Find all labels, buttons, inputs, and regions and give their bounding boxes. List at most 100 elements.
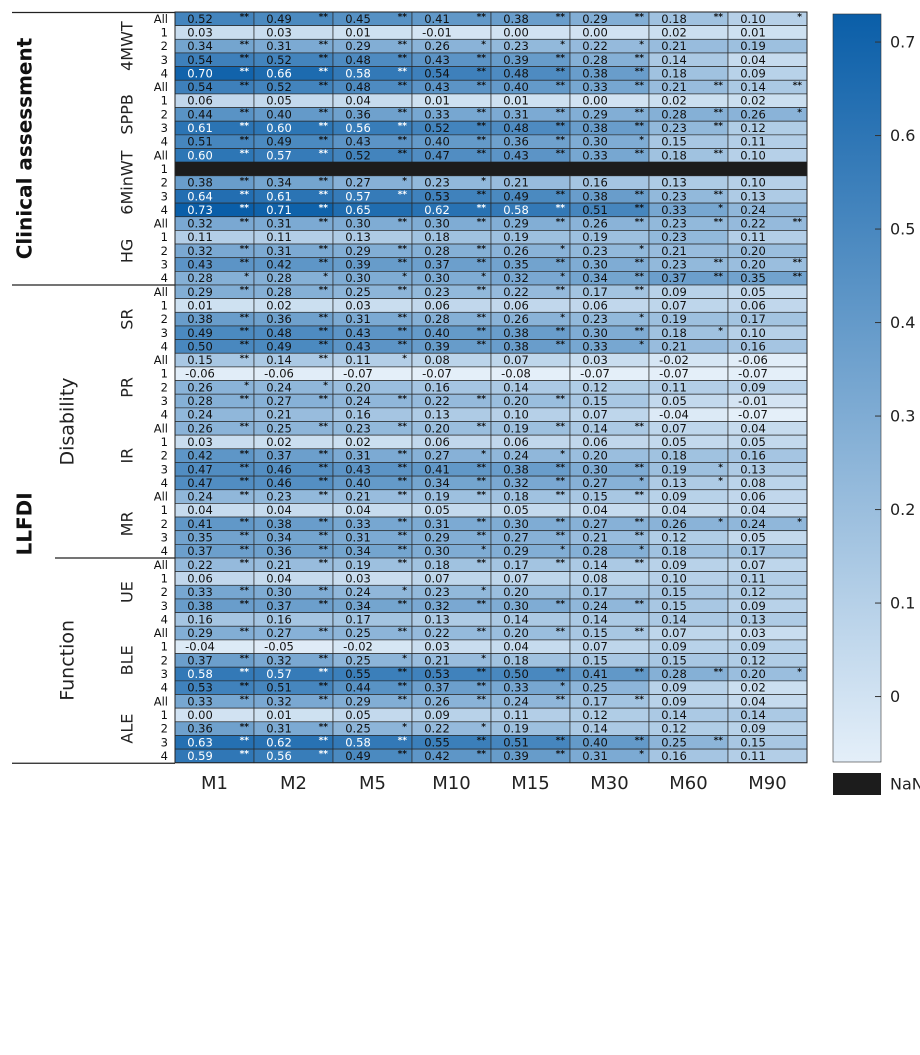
cell-value-label: 0.06 (582, 435, 608, 449)
significance-marker: ** (635, 272, 645, 282)
cell-value-label: 0.55 (424, 735, 450, 749)
cell-value-label: 0.26 (503, 312, 529, 326)
cell-value-label: 0.21 (661, 244, 687, 258)
cell-value-label: 0.39 (424, 339, 450, 353)
cell-value-label: 0.32 (266, 694, 292, 708)
cell-value-label: 0.38 (582, 66, 608, 80)
cell-value-label: 0.14 (740, 80, 766, 94)
cell-value-label: 0.26 (661, 517, 687, 531)
cell-value-label: 0.47 (187, 462, 213, 476)
cell-value-label: 0.48 (503, 66, 529, 80)
significance-marker: ** (556, 668, 566, 678)
significance-marker: ** (477, 422, 487, 432)
cell-value-label: 0.24 (582, 599, 608, 613)
significance-marker: * (718, 326, 723, 336)
cell-value-label: 0.37 (661, 271, 687, 285)
cell-value-label: -0.06 (738, 353, 768, 367)
row-label: 4 (161, 408, 168, 422)
significance-marker: ** (319, 463, 329, 473)
column-label: M1 (201, 773, 228, 794)
cell-value-label: 0.24 (345, 394, 371, 408)
significance-marker: * (481, 654, 486, 664)
cell-value-label: 0.11 (661, 380, 687, 394)
significance-marker: ** (477, 13, 487, 23)
cell-value-label: 0.29 (187, 626, 213, 640)
significance-marker: ** (477, 463, 487, 473)
significance-marker: ** (398, 122, 408, 132)
significance-marker: ** (635, 559, 645, 569)
cell-value-label: 0.43 (345, 135, 371, 149)
significance-marker: ** (240, 518, 250, 528)
cell-value-label: 0.14 (661, 53, 687, 67)
cell-value-label: 0.28 (661, 107, 687, 121)
cell-value-label: 0.41 (424, 12, 450, 26)
cell-value-label: 0.25 (345, 653, 371, 667)
cell-value-label: 0.51 (503, 735, 529, 749)
cell-value-label: 0.00 (187, 708, 213, 722)
significance-marker: * (797, 13, 802, 23)
cell-value-label: 0.02 (345, 435, 371, 449)
heatmap-cell (648, 161, 729, 177)
significance-marker: ** (398, 695, 408, 705)
cell-value-label: 0.07 (740, 558, 766, 572)
cell-value-label: 0.09 (424, 708, 450, 722)
significance-marker: ** (398, 681, 408, 691)
cell-value-label: 0.13 (345, 230, 371, 244)
row-label: 3 (161, 394, 168, 408)
significance-marker: ** (635, 736, 645, 746)
cell-value-label: 0.11 (503, 708, 529, 722)
cell-value-label: 0.48 (345, 80, 371, 94)
cell-value-label: 0.12 (740, 121, 766, 135)
cell-value-label: 0.05 (345, 708, 371, 722)
cell-value-label: 0.46 (266, 462, 292, 476)
measure-label: PR (118, 377, 137, 398)
significance-marker: ** (319, 176, 329, 186)
cell-value-label: 0.11 (187, 230, 213, 244)
row-label: 3 (161, 258, 168, 272)
cell-value-label: 0.37 (187, 544, 213, 558)
cell-value-label: 0.29 (503, 544, 529, 558)
significance-marker: * (560, 272, 565, 282)
cell-value-label: 0.04 (266, 571, 292, 585)
cell-value-label: -0.01 (422, 25, 452, 39)
cell-value-label: 0.32 (424, 599, 450, 613)
significance-marker: ** (635, 695, 645, 705)
cell-value-label: 0.23 (661, 217, 687, 231)
row-label: All (154, 353, 168, 367)
row-label: 3 (161, 326, 168, 340)
cell-value-label: 0.09 (661, 681, 687, 695)
cell-value-label: 0.21 (266, 408, 292, 422)
significance-marker: ** (319, 149, 329, 159)
cell-value-label: 0.54 (187, 53, 213, 67)
row-label: 1 (161, 25, 168, 39)
significance-marker: ** (477, 340, 487, 350)
cell-value-label: 0.16 (266, 612, 292, 626)
row-label: 4 (161, 203, 168, 217)
cell-value-label: 0.36 (345, 107, 371, 121)
cell-value-label: 0.23 (424, 585, 450, 599)
cell-value-label: 0.19 (503, 722, 529, 736)
row-label: 4 (161, 271, 168, 285)
cell-value-label: 0.17 (582, 694, 608, 708)
cell-value-label: 0.04 (740, 421, 766, 435)
cell-value-label: 0.28 (187, 394, 213, 408)
cell-value-label: 0.37 (187, 653, 213, 667)
cell-value-label: 0.12 (582, 380, 608, 394)
row-label: 3 (161, 462, 168, 476)
cell-value-label: 0.14 (582, 612, 608, 626)
cell-value-label: 0.09 (740, 640, 766, 654)
cell-value-label: 0.54 (424, 66, 450, 80)
significance-marker: ** (714, 217, 724, 227)
significance-marker: ** (556, 108, 566, 118)
row-label: 4 (161, 612, 168, 626)
significance-marker: ** (240, 326, 250, 336)
significance-marker: ** (635, 149, 645, 159)
significance-marker: ** (556, 490, 566, 500)
cell-value-label: 0.36 (266, 544, 292, 558)
heatmap-cell (332, 161, 413, 177)
cell-value-label: 0.33 (582, 80, 608, 94)
cell-value-label: 0.20 (582, 449, 608, 463)
significance-marker: ** (477, 490, 487, 500)
column-label: M60 (669, 773, 707, 794)
significance-marker: ** (635, 258, 645, 268)
